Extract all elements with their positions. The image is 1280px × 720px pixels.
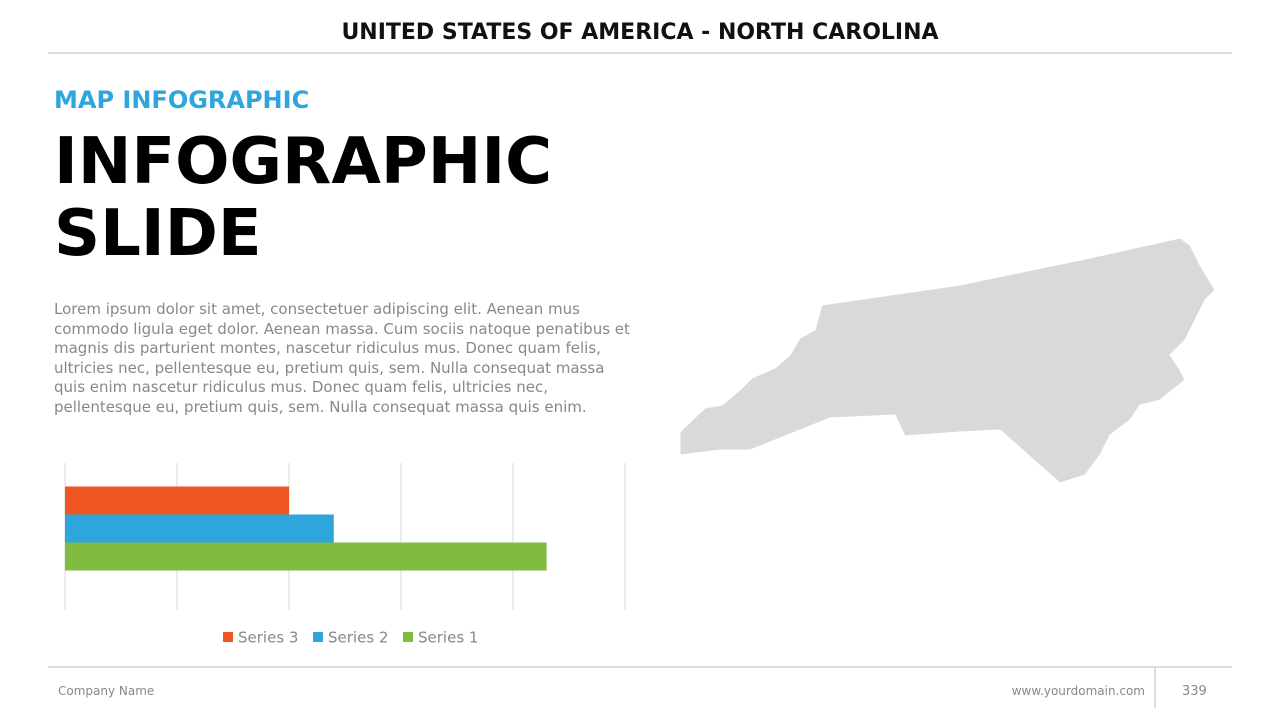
bar-chart: Series 3 Series 2 Series 1 (64, 463, 626, 647)
legend-label: Series 3 (238, 629, 298, 647)
company-name: Company Name (58, 684, 155, 698)
bar (65, 542, 547, 571)
state-map (679, 237, 1216, 484)
legend-swatch (223, 632, 233, 642)
headline: INFOGRAPHIC SLIDE (54, 125, 553, 271)
url: www.yourdomain.com (1011, 684, 1145, 698)
page-number: 339 (1182, 684, 1207, 699)
header-title: UNITED STATES OF AMERICA - NORTH CAROLIN… (341, 20, 939, 45)
legend-label: Series 2 (328, 629, 388, 647)
body-text: Lorem ipsum dolor sit amet, consectetuer… (54, 300, 630, 416)
legend-swatch (403, 632, 413, 642)
legend-label: Series 1 (418, 629, 478, 647)
legend-swatch (313, 632, 323, 642)
bar (65, 514, 334, 543)
section-label: MAP INFOGRAPHIC (54, 86, 310, 114)
bar (65, 486, 289, 515)
